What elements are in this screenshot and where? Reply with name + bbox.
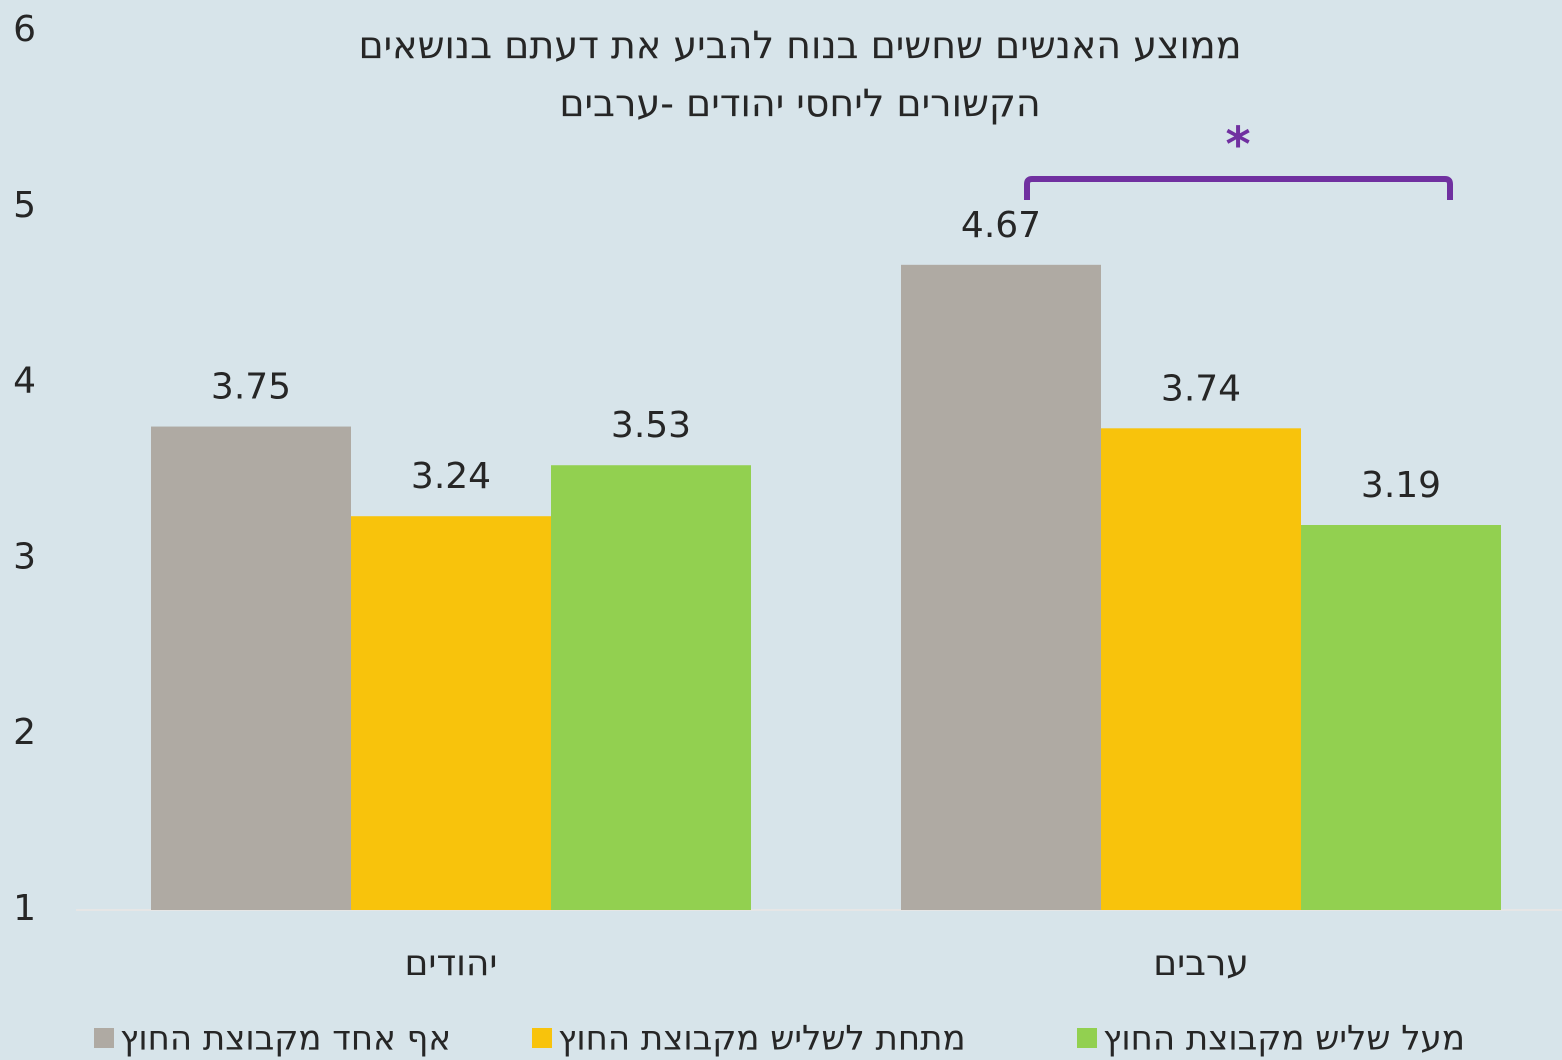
data-label: 3.74 — [1161, 368, 1241, 409]
legend-label: מעל שליש מקבוצת החוץ — [1103, 1019, 1465, 1059]
x-tick-label: ערבים — [1153, 943, 1249, 984]
y-tick-label: 3 — [13, 536, 36, 577]
annotation: * — [1225, 117, 1250, 173]
data-label: 3.24 — [411, 456, 491, 497]
data-label: 4.67 — [961, 205, 1041, 246]
y-tick-label: 2 — [13, 712, 36, 753]
data-label: 3.53 — [611, 405, 691, 446]
y-tick-label: 4 — [13, 361, 36, 402]
y-tick-label: 6 — [13, 9, 36, 50]
x-tick-label: יהודים — [405, 943, 498, 984]
legend-label: מתחת לשליש מקבוצת החוץ — [558, 1019, 966, 1059]
chart-title: ממוצע האנשים שחשים בנוח להביע את דעתם בנ… — [358, 24, 1241, 68]
data-label: 3.75 — [211, 367, 291, 408]
bar — [901, 264, 1101, 911]
y-tick-label: 5 — [13, 185, 36, 226]
legend-swatch — [94, 1028, 114, 1048]
legend-swatch — [532, 1028, 552, 1048]
chart-title: הקשורים ליחסי יהודים -ערבים — [559, 82, 1040, 126]
legend-swatch — [1077, 1028, 1097, 1048]
bar — [1301, 524, 1501, 910]
bar — [1101, 428, 1301, 910]
y-tick-label: 1 — [13, 888, 36, 929]
significance-bracket — [1024, 176, 1453, 200]
legend-label: אף אחד מקבוצת החוץ — [120, 1019, 451, 1059]
bar — [551, 465, 751, 910]
bar — [351, 516, 551, 910]
data-label: 3.19 — [1361, 465, 1441, 506]
bar — [151, 426, 351, 910]
